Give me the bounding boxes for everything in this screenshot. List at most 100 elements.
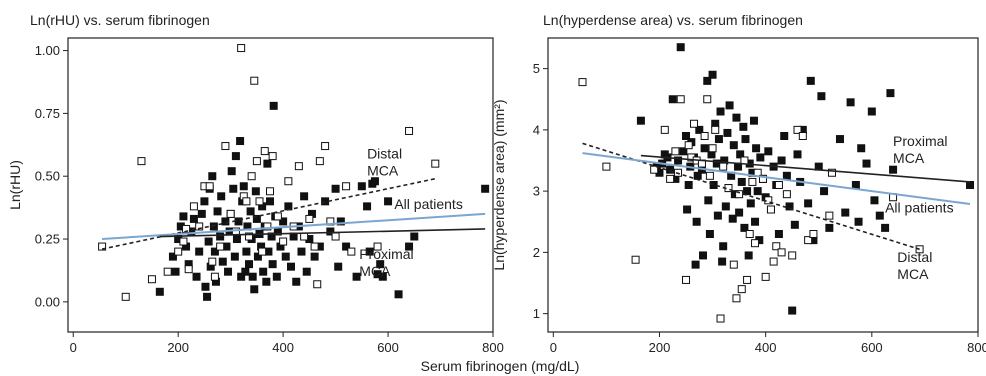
chart-1-point-filled xyxy=(203,292,212,301)
chart-2-point-filled xyxy=(737,177,746,186)
chart-1-fit-line-proximal-mca xyxy=(159,228,486,238)
chart-2-point-filled xyxy=(777,156,786,165)
chart-2-point-filled xyxy=(699,251,708,260)
chart-2-point-filled xyxy=(835,135,844,144)
chart-1-point-filled xyxy=(378,272,387,281)
chart-1-point-filled xyxy=(266,197,275,206)
chart-2-point-filled xyxy=(743,187,752,196)
chart-2-point-filled xyxy=(875,211,884,220)
chart-1-y-axis-label: Ln(rHU) xyxy=(7,160,23,210)
chart-1-point-filled xyxy=(242,247,251,256)
chart-1-point-open xyxy=(174,247,183,256)
chart-1-point-open xyxy=(210,272,219,281)
chart-1-point-filled xyxy=(210,247,219,256)
chart-1-point-open xyxy=(347,247,356,256)
chart-2-point-filled xyxy=(881,223,890,232)
chart-1-point-open xyxy=(247,172,256,181)
chart-1-point-filled xyxy=(481,184,490,193)
chart-2-point-open xyxy=(660,125,669,134)
chart-2-point-filled xyxy=(867,107,876,116)
chart-2-annotation: Proximal xyxy=(893,133,947,149)
chart-1-point-filled xyxy=(331,184,340,193)
chart-1-point-filled xyxy=(200,197,209,206)
chart-2-point-filled xyxy=(679,147,688,156)
chart-1-point-filled xyxy=(336,217,345,226)
chart-1-point-open xyxy=(98,242,107,251)
chart-2-point-open xyxy=(793,125,802,134)
chart-1-point-filled xyxy=(376,260,385,269)
chart-2-point-filled xyxy=(966,181,975,189)
chart-1-point-open xyxy=(263,222,272,231)
chart-2-point-filled xyxy=(774,230,783,238)
chart-2-point-filled xyxy=(752,144,761,153)
chart-1-point-filled xyxy=(272,272,281,281)
chart-2-point-filled xyxy=(704,196,713,205)
chart-1-point-open xyxy=(121,292,130,301)
chart-2-annotation: MCA xyxy=(897,266,929,282)
chart-1-fit-line-all-patients xyxy=(102,212,486,241)
chart-1-point-filled xyxy=(216,232,225,241)
chart-2-point-filled xyxy=(683,205,692,214)
chart-2-point-open xyxy=(732,294,741,303)
chart-1-y-tick-label: 0.50 xyxy=(35,169,60,184)
chart-1-point-filled xyxy=(269,101,278,110)
chart-2-point-open xyxy=(684,141,693,150)
chart-1-point-open xyxy=(260,147,269,156)
chart-1-point-open xyxy=(310,242,319,251)
chart-1-point-open xyxy=(273,212,282,221)
chart-1-point-open xyxy=(305,214,314,223)
chart-1-x-tick-label: 200 xyxy=(167,340,189,355)
chart-1-title: Ln(rHU) vs. serum fibrinogen xyxy=(30,12,210,28)
chart-1-point-open xyxy=(182,224,191,233)
chart-1-point-open xyxy=(268,152,277,161)
chart-1-point-filled xyxy=(268,260,277,269)
chart-2-y-tick-label: 5 xyxy=(533,61,540,76)
chart-1-point-open xyxy=(331,232,340,241)
chart-2-point-filled xyxy=(692,217,701,226)
chart-1-point-filled xyxy=(357,182,366,191)
chart-1-point-filled xyxy=(302,267,311,276)
chart-1-point-filled xyxy=(201,282,210,291)
chart-1-point-open xyxy=(431,159,440,168)
chart-1-point-filled xyxy=(213,207,222,216)
chart-2-point-filled xyxy=(846,98,855,107)
chart-2-point-filled xyxy=(703,76,712,85)
chart-2-point-filled xyxy=(782,171,791,180)
chart-2-point-filled xyxy=(636,116,645,125)
chart-1-point-filled xyxy=(321,197,330,206)
chart-2-point-open xyxy=(788,251,797,260)
chart-2-point-filled xyxy=(806,76,815,85)
chart-2-point-filled xyxy=(682,132,691,140)
chart-2-point-open xyxy=(798,132,807,140)
chart-2-point-filled xyxy=(714,135,723,144)
chart-1-annotation: All patients xyxy=(394,196,462,212)
chart-2-point-open xyxy=(748,177,757,186)
chart-1-point-filled xyxy=(229,184,238,193)
chart-2-plot-frame xyxy=(547,37,979,333)
chart-1-point-open xyxy=(255,197,264,206)
chart-1-point-filled xyxy=(405,242,414,251)
chart-2-point-filled xyxy=(735,208,744,217)
chart-1-annotation: MCA xyxy=(359,263,391,279)
chart-2-point-filled xyxy=(854,217,863,226)
chart-1-point-filled xyxy=(246,207,255,216)
chart-1-point-filled xyxy=(221,217,230,226)
chart-2-point-filled xyxy=(676,43,685,52)
chart-2-point-open xyxy=(703,95,712,104)
chart-2-y-axis-label: Ln(hyperdense area) (mm²) xyxy=(491,99,507,270)
chart-2-point-filled xyxy=(739,122,748,131)
chart-2-point-filled xyxy=(668,95,677,104)
chart-2-point-filled xyxy=(716,107,725,116)
chart-2-point-filled xyxy=(862,159,871,168)
chart-2-point-filled xyxy=(753,187,762,196)
chart-1-point-open xyxy=(208,257,217,266)
chart-2-point-open xyxy=(809,230,818,238)
chart-1-point-open xyxy=(184,265,193,274)
chart-1-point-open xyxy=(321,142,330,151)
chart-1-point-filled xyxy=(394,290,403,299)
chart-2-point-filled xyxy=(751,217,760,226)
chart-1-point-filled xyxy=(209,222,218,231)
chart-2-x-tick-label: 0 xyxy=(550,340,557,355)
chart-1-point-filled xyxy=(179,212,188,221)
